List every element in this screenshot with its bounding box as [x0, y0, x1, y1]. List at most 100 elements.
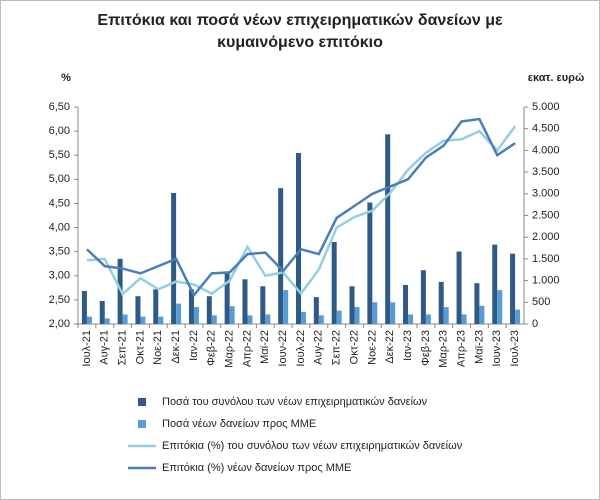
x-tick-label: Φεβ-22 [206, 330, 218, 366]
x-tick-label: Φεβ-23 [420, 330, 432, 366]
x-tick-label: Αυγ-21 [99, 330, 111, 365]
x-tick-label: Δεκ-22 [384, 330, 396, 364]
bar [510, 253, 516, 324]
y2-tick-label: 1.000 [532, 275, 560, 287]
bar [283, 290, 289, 324]
y2-tick-label: 2.500 [532, 209, 560, 221]
x-tick-label: Οκτ-21 [134, 330, 146, 364]
y-tick-label: 6,00 [49, 125, 70, 137]
bar [301, 311, 306, 324]
x-tick-label: Ιουν-23 [491, 330, 503, 367]
bar [176, 303, 182, 324]
bar [188, 289, 194, 324]
x-tick-label: Ιουλ-21 [81, 330, 93, 367]
legend-label: Ποσά του συνόλου των νέων επιχειρηματικώ… [162, 396, 428, 408]
x-tick-label: Ιαν-22 [188, 330, 200, 361]
bar [229, 306, 235, 324]
bar [99, 300, 105, 324]
bar [492, 244, 498, 324]
bar [438, 281, 444, 324]
y-tick-label: 6,50 [49, 101, 70, 113]
bar [296, 153, 301, 324]
y2-tick-label: 3.000 [532, 188, 560, 200]
x-tick-label: Μαρ-23 [438, 330, 450, 368]
bar [349, 286, 355, 324]
y2-tick-label: 1.500 [532, 253, 560, 265]
bar [265, 314, 271, 324]
bar [122, 314, 128, 324]
bar [260, 286, 266, 324]
legend-swatch [138, 398, 146, 406]
x-tick-label: Απρ-22 [241, 330, 253, 367]
bar [104, 318, 110, 324]
x-tick-label: Μαϊ-23 [473, 330, 485, 364]
x-tick-label: Αυγ-22 [313, 330, 325, 365]
bar [171, 192, 177, 324]
y-tick-label: 5,50 [49, 149, 70, 161]
x-tick-label: Οκτ-22 [348, 330, 360, 364]
bar [224, 273, 230, 324]
bar [158, 316, 164, 324]
bar [135, 296, 141, 324]
x-tick-label: Μαρ-22 [224, 330, 236, 368]
y-tick-label: 4,00 [49, 221, 70, 233]
y-axis-label: % [61, 72, 71, 84]
bar [331, 241, 337, 324]
y2-tick-label: 4.000 [532, 144, 560, 156]
bar [81, 291, 87, 324]
bar [86, 316, 92, 324]
bar [313, 297, 319, 324]
bar [408, 314, 414, 324]
x-tick-label: Μαϊ-22 [259, 330, 271, 364]
bar [206, 296, 212, 324]
bar [318, 315, 324, 324]
bar [354, 307, 360, 324]
bar [372, 302, 378, 324]
legend-label: Επιτόκια (%) νέων δανείων προς ΜΜΕ [162, 462, 351, 474]
y2-tick-label: 0 [532, 318, 538, 330]
line [86, 117, 516, 298]
bar [247, 315, 253, 324]
y-tick-label: 5,00 [49, 173, 70, 185]
y2-axis-label: εκατ. ευρώ [528, 72, 585, 84]
chart-title: Επιτόκια και ποσά νέων επιχειρηματικών δ… [97, 12, 503, 51]
legend-label: Ποσά νέων δανείων προς ΜΜΕ [162, 418, 316, 430]
x-tick-label: Νοε-22 [366, 330, 378, 365]
bar [461, 314, 467, 324]
x-tick-label: Ιουλ-22 [295, 330, 307, 367]
bar [153, 289, 159, 324]
bar [515, 309, 521, 324]
x-tick-label: Ιουλ-23 [509, 330, 521, 367]
bar [385, 134, 391, 324]
x-tick-label: Νοε-21 [152, 330, 164, 365]
y2-tick-label: 5.000 [532, 101, 560, 113]
x-tick-label: Ιουν-22 [277, 330, 289, 367]
bar [456, 251, 462, 324]
x-tick-label: Σεπ-21 [117, 330, 129, 365]
y-tick-label: 4,50 [49, 197, 70, 209]
y2-tick-label: 3.500 [532, 166, 560, 178]
y2-tick-label: 2.000 [532, 231, 560, 243]
bar [278, 188, 284, 324]
y-tick-label: 2,50 [49, 294, 70, 306]
x-tick-label: Ιαν-23 [402, 330, 414, 361]
bar [211, 315, 217, 324]
bar [443, 307, 449, 324]
legend-label: Επιτόκια (%) του συνόλου των νέων επιχει… [162, 440, 463, 452]
x-tick-label: Απρ-23 [455, 330, 467, 367]
bar [336, 310, 342, 324]
y2-tick-label: 500 [532, 296, 550, 308]
bar [479, 305, 485, 324]
legend-swatch [138, 420, 146, 428]
bar [474, 283, 480, 324]
x-tick-label: Σεπ-22 [331, 330, 343, 365]
y-tick-label: 2,00 [49, 318, 70, 330]
line [86, 125, 517, 297]
bar [497, 290, 503, 324]
bar [403, 284, 409, 324]
bar [425, 314, 431, 324]
bar [140, 316, 146, 324]
bar [420, 270, 426, 324]
